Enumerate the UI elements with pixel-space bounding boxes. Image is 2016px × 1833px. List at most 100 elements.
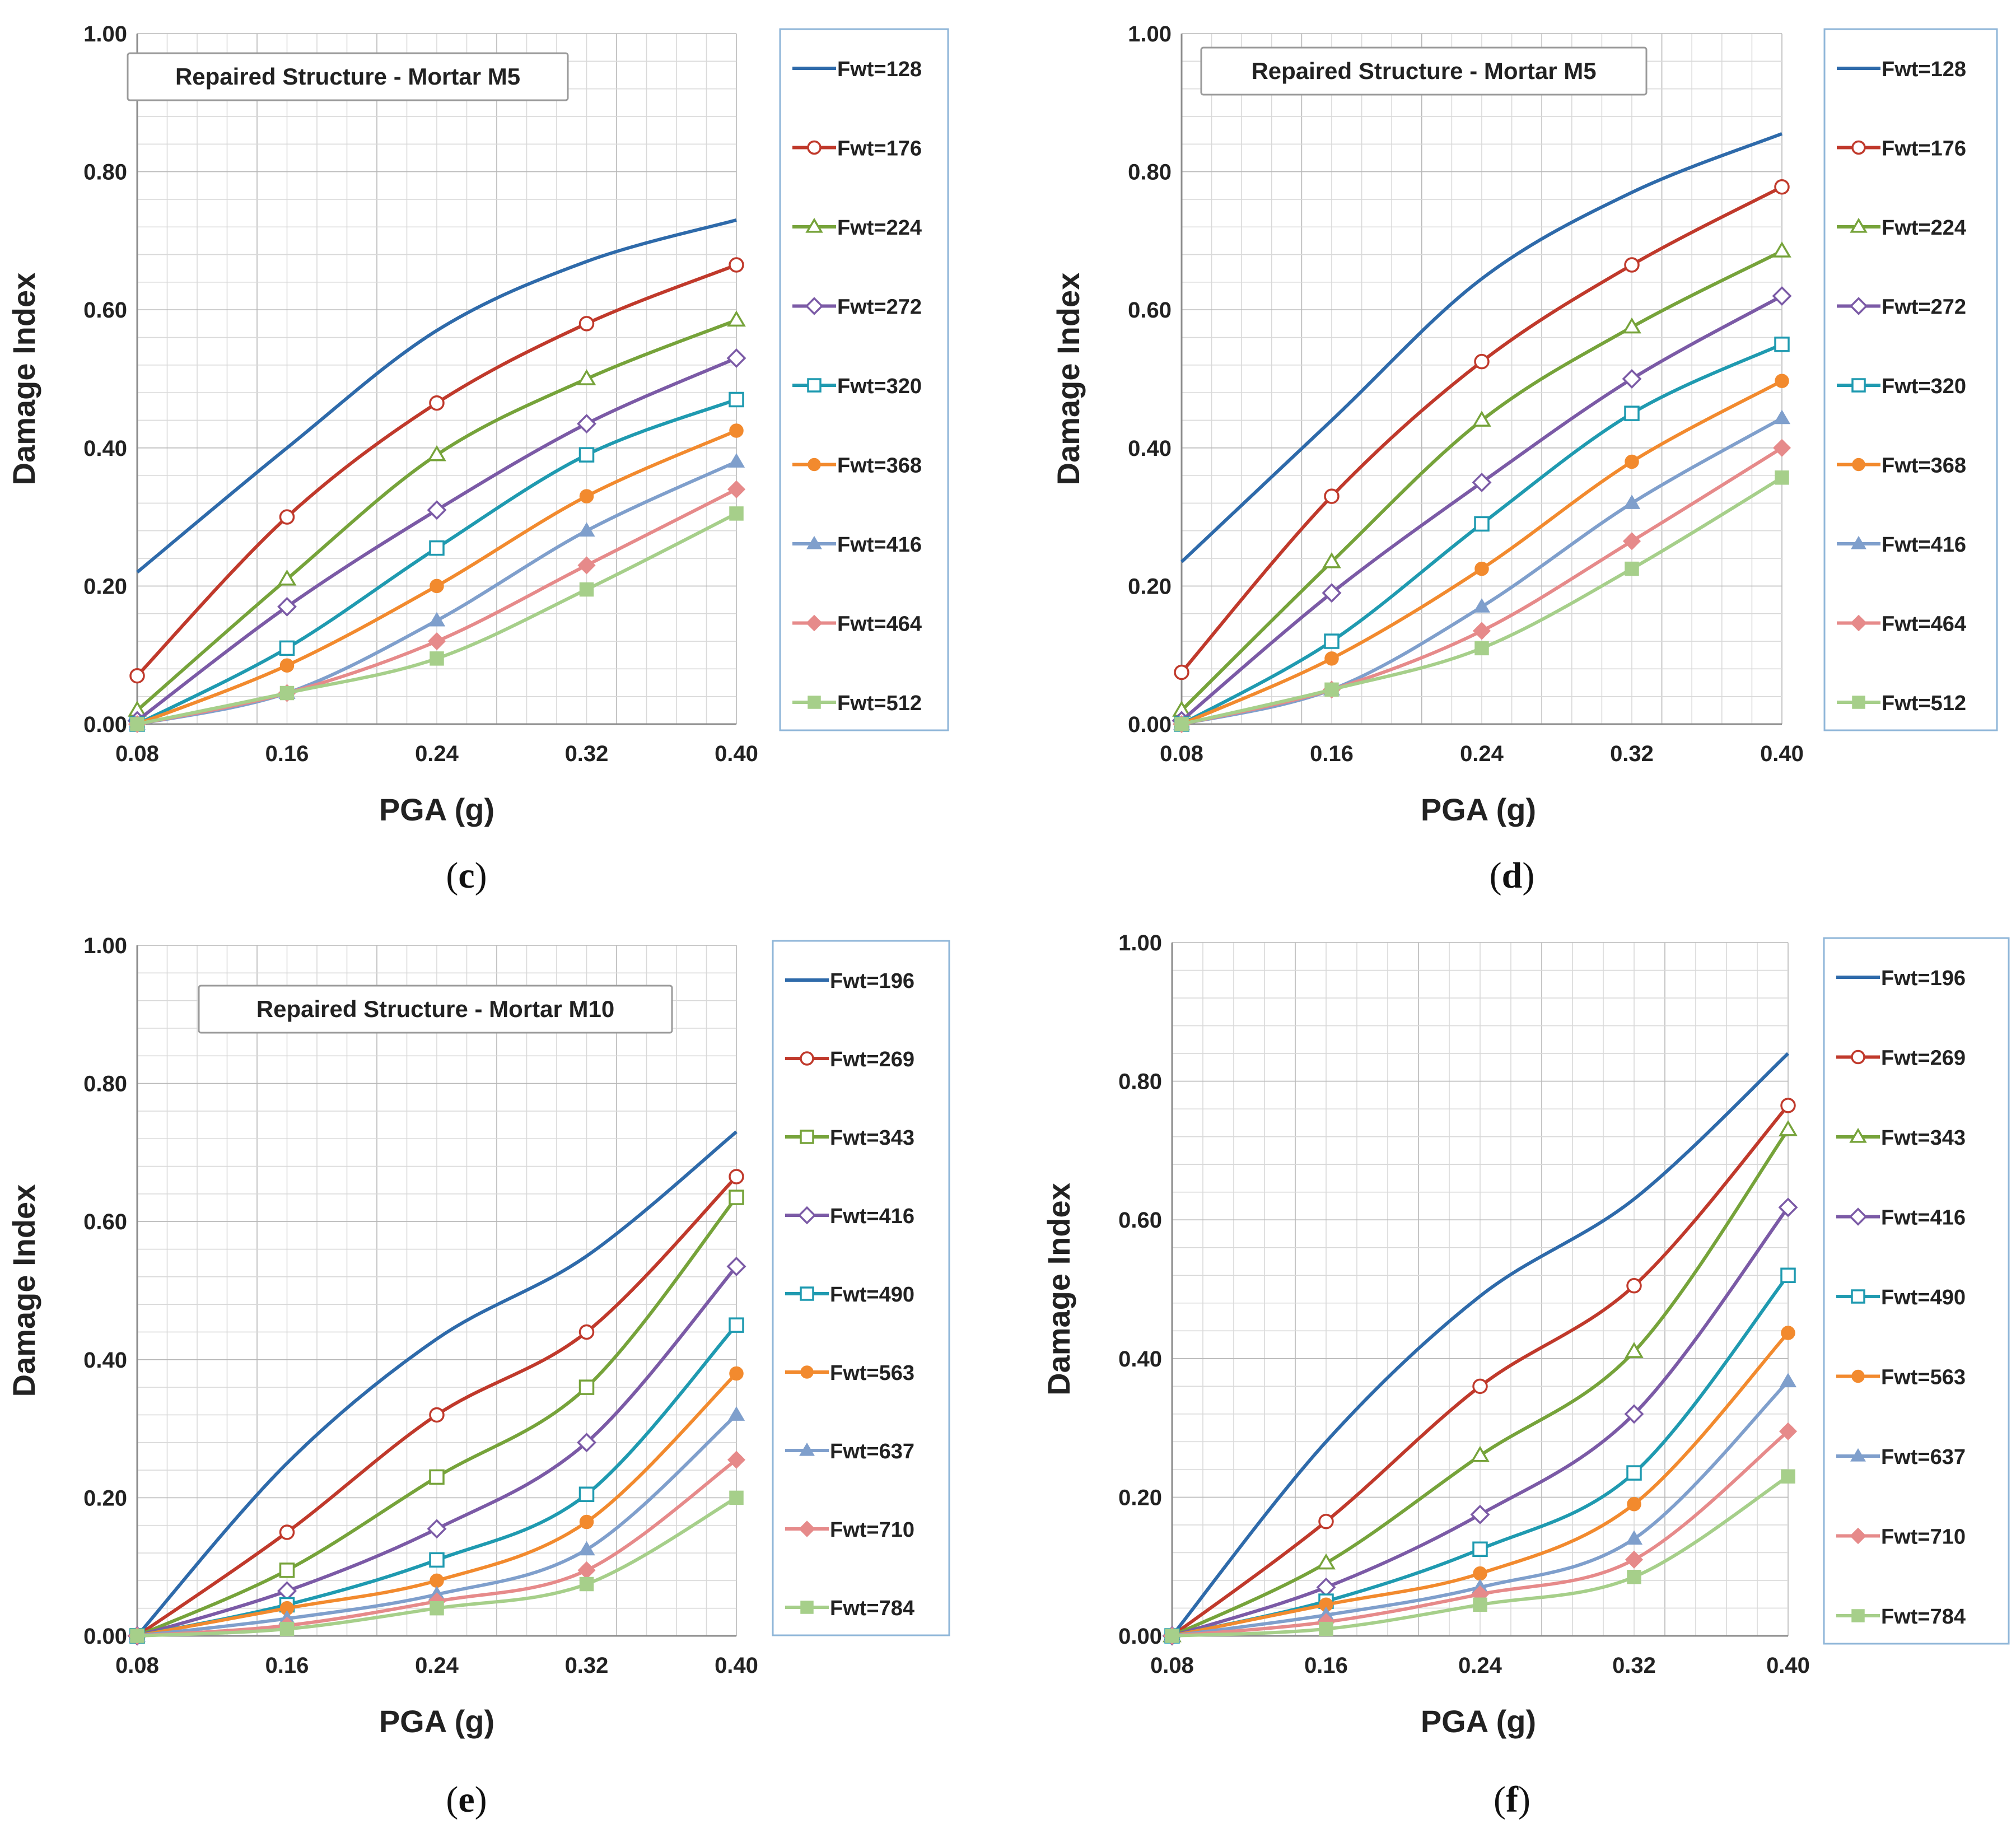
legend-label: Fwt=563 [830,1361,914,1385]
legend-entry: Fwt=416 [785,1205,914,1228]
data-point [1624,1404,1644,1424]
legend-label: Fwt=128 [1882,58,1966,81]
data-point [1626,1278,1642,1294]
legend-entry: Fwt=272 [792,296,922,319]
data-point [430,579,444,594]
series-line [1172,1206,1790,1638]
data-point [727,1450,746,1469]
data-point [1622,369,1642,389]
y-tick-label: 0.60 [83,298,127,323]
panel-caption: (c) [446,855,487,896]
data-point [1318,1513,1334,1529]
data-point [429,540,445,556]
legend-marker [800,1365,814,1379]
chart-title: Repaired Structure - Mortar M10 [256,996,614,1022]
x-tick-label: 0.16 [1310,741,1354,766]
data-point [1780,1098,1796,1113]
x-tick-label: 0.08 [1150,1653,1194,1678]
data-point [578,316,595,332]
legend-marker [1851,140,1866,155]
chart-panel-f: 0.00 0.20 0.40 0.60 0.80 1.00 0.08 0.16 0.24 0.32… [1041,931,2010,1820]
data-point [729,1490,744,1505]
legend-entry: Fwt=490 [785,1283,914,1307]
y-tick-label: 0.80 [1118,1070,1162,1094]
legend-entry: Fwt=343 [1836,1126,1966,1150]
legend-entry: Fwt=512 [1837,692,1966,715]
data-point [279,1563,295,1578]
data-point [577,369,596,385]
legend: Fwt=128 Fwt=176 Fwt=224 Fwt=272 Fwt=320 Fwt=3… [1823,28,1998,731]
data-point [1317,1553,1336,1570]
plot-grid [137,945,737,1636]
y-tick-label: 0.80 [1128,160,1172,185]
legend-entry: Fwt=368 [1837,454,1966,478]
data-point [429,1469,445,1485]
legend-marker [1852,458,1865,472]
data-point [578,447,595,463]
series-Fwt=343 [129,1190,744,1644]
legend-label: Fwt=784 [830,1597,914,1620]
y-tick-label: 0.80 [83,160,127,185]
data-point [279,509,295,525]
data-point [1174,717,1189,731]
legend-marker [807,378,822,393]
series-line [137,1265,738,1638]
y-axis-title: Damage Index [1051,273,1086,486]
legend-marker [799,1442,815,1456]
series-Fwt=224 [128,310,746,717]
data-point [1626,1465,1642,1481]
data-point [1473,598,1491,613]
y-axis-title: Damage Index [6,1184,41,1397]
data-point [579,1577,594,1592]
series-line [1170,1052,1790,1637]
data-point [1472,472,1492,492]
legend-entry: Fwt=128 [792,58,922,81]
x-tick-label: 0.40 [1766,1653,1810,1678]
series-line [136,263,738,677]
legend-marker [1850,1448,1866,1462]
data-point [1779,1120,1798,1136]
data-point [1625,1342,1644,1358]
data-point [1622,532,1641,551]
data-point [729,1317,744,1333]
legend-label: Fwt=490 [830,1283,914,1307]
data-point [1474,516,1490,532]
data-point [729,391,744,408]
series-Fwt=784 [1165,1469,1795,1643]
data-point [1623,495,1641,509]
chart-title-box: Repaired Structure - Mortar M5 [127,52,569,101]
legend-marker [1851,1369,1865,1383]
legend-label: Fwt=563 [1881,1366,1966,1389]
data-point [578,522,595,537]
series-Fwt=196 [136,1130,738,1637]
data-point [579,489,594,503]
data-point [729,506,744,521]
y-tick-label: 0.40 [1118,1347,1162,1372]
x-tick-label: 0.16 [265,741,309,766]
data-point [1772,439,1791,457]
data-point [729,1190,744,1205]
x-tick-label: 0.40 [715,1653,758,1678]
x-tick-label: 0.32 [1612,1653,1656,1678]
data-point [727,453,745,468]
data-point [726,348,746,368]
y-tick-label: 0.00 [1118,1624,1162,1649]
data-point [279,1524,295,1540]
data-point [277,1581,297,1601]
y-tick-label: 0.60 [1128,298,1172,323]
legend-label: Fwt=416 [830,1205,914,1228]
data-point [429,1407,445,1423]
panel-caption: (e) [446,1779,487,1820]
series-line [1171,1128,1790,1638]
legend-marker [800,1601,814,1614]
data-point [1474,641,1489,656]
legend-entry: Fwt=563 [785,1361,914,1385]
legend-label: Fwt=710 [830,1518,914,1542]
legend-entry: Fwt=710 [785,1518,914,1542]
legend-entry: Fwt=196 [1836,967,1966,990]
series-Fwt=128 [1180,132,1783,563]
legend-entry: Fwt=176 [792,137,922,161]
data-point [1624,257,1640,273]
x-tick-label: 0.40 [715,741,758,766]
